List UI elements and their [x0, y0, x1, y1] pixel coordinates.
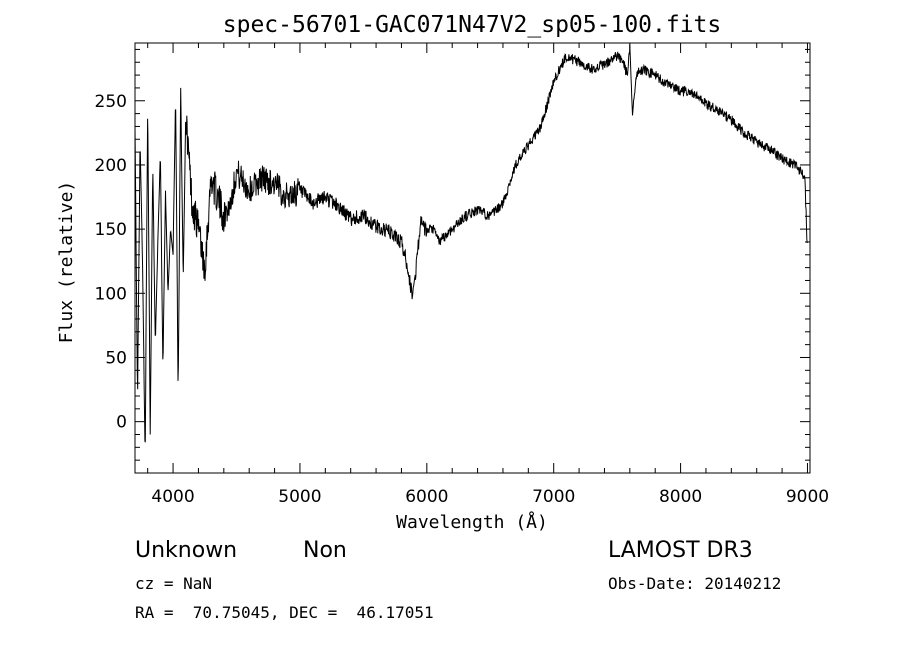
x-tick-label: 9000	[786, 487, 829, 507]
redshift-cz: cz = NaN	[135, 574, 213, 593]
observation-date: Obs-Date: 20140212	[608, 574, 782, 593]
x-tick-label: 8000	[659, 487, 702, 507]
x-tick-label: 6000	[405, 487, 448, 507]
y-tick-label: 250	[95, 92, 127, 112]
coordinates: RA = 70.75045, DEC = 46.17051	[135, 603, 434, 622]
object-subclass: Non	[303, 538, 347, 563]
y-tick-label: 150	[95, 220, 127, 240]
object-class: Unknown	[135, 538, 238, 563]
y-tick-label: 100	[95, 284, 127, 304]
x-axis-label: Wavelength (Å)	[396, 511, 548, 533]
chart-title: spec-56701-GAC071N47V2_sp05-100.fits	[223, 12, 722, 38]
plot-frame	[134, 42, 811, 474]
y-tick-label: 0	[116, 413, 127, 433]
x-tick-labels: 4000 5000 6000 7000 8000 9000	[151, 487, 829, 507]
y-axis-label: Flux (relative)	[56, 181, 77, 344]
y-tick-labels: 0 50 100 150 200 250	[95, 92, 127, 433]
y-tick-label: 50	[105, 348, 127, 368]
survey-name: LAMOST DR3	[608, 538, 753, 563]
x-tick-label: 4000	[151, 487, 194, 507]
spectrum-line	[135, 44, 808, 443]
x-tick-label: 5000	[278, 487, 321, 507]
y-tick-label: 200	[95, 156, 127, 176]
x-tick-label: 7000	[532, 487, 575, 507]
